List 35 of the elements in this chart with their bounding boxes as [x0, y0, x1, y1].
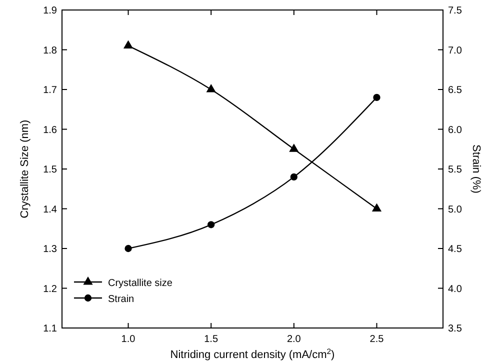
- y-tick-label: 1.7: [43, 85, 58, 96]
- x-tick-label: 2.5: [370, 334, 384, 345]
- x-tick-label: 2.0: [286, 334, 302, 345]
- y2-tick-label: 4.5: [448, 244, 462, 255]
- point: [290, 173, 298, 181]
- y2-tick-label: 6.5: [448, 85, 462, 96]
- x-tick-label: 1.5: [204, 334, 218, 345]
- point: [206, 84, 216, 92]
- y2-tick-label: 5.5: [448, 164, 462, 176]
- y2-axis-title: Strain (%): [470, 144, 482, 194]
- y-tick-label: 1.9: [43, 6, 58, 16]
- point: [372, 203, 382, 212]
- y2-tick-label: 6.0: [448, 124, 462, 136]
- x-axis-title: Nitriding current density (mA/cm$^{2}$): [170, 346, 335, 361]
- point: [124, 244, 132, 252]
- point: [373, 94, 380, 102]
- y-tick-label: 1.4: [43, 204, 58, 216]
- y-tick-label: 1.6: [43, 124, 58, 136]
- y2-tick-label: 7.0: [448, 45, 462, 56]
- y-tick-label: 1.1: [43, 324, 58, 334]
- y-axis-title: Crystallite Size (nm): [19, 120, 31, 218]
- point: [123, 40, 134, 49]
- y-tick-label: 1.3: [43, 244, 58, 255]
- y2-tick-label: 5.0: [448, 204, 462, 216]
- y2-tick-label: 7.5: [448, 6, 462, 16]
- legend-label: Strain: [108, 294, 134, 305]
- point: [289, 144, 299, 152]
- point: [208, 221, 215, 228]
- y-tick-label: 1.5: [43, 164, 58, 176]
- y2-tick-label: 4.0: [448, 284, 462, 295]
- x-tick-label: 1.0: [121, 334, 136, 345]
- legend-label: Crystallite size: [108, 278, 173, 289]
- y-tick-label: 1.8: [43, 45, 58, 56]
- y2-tick-label: 3.5: [448, 324, 462, 334]
- y-tick-label: 1.2: [43, 284, 58, 295]
